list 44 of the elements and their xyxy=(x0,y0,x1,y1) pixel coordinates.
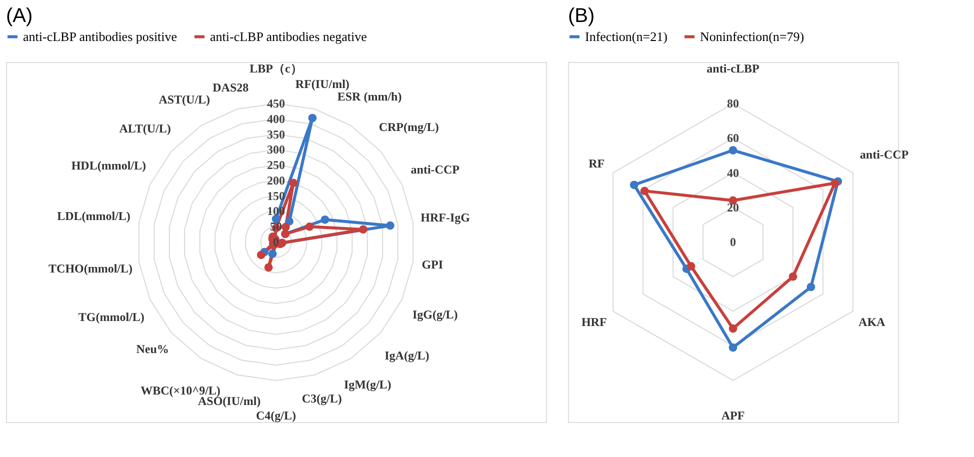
spoke-label: DAS28 xyxy=(212,80,249,95)
legend-label: Infection(n=21) xyxy=(585,28,668,44)
spoke-label: GPI xyxy=(422,257,444,272)
y-tick-label: 300 xyxy=(267,142,285,157)
y-tick-label: 200 xyxy=(267,173,285,188)
spoke-label: IgA(g/L) xyxy=(384,348,430,362)
spoke-label: IgG(g/L) xyxy=(412,308,458,322)
spoke-label: HRF-IgG xyxy=(420,210,470,225)
spoke-label: HRF xyxy=(581,315,607,330)
chart-title: (B) xyxy=(568,5,595,27)
spoke-label: ALT(U/L) xyxy=(119,122,171,136)
spoke-label: CRP(mg/L) xyxy=(378,120,439,134)
spoke-label: C3(g/L) xyxy=(302,391,342,406)
y-tick-label: 40 xyxy=(727,166,739,180)
y-tick-label: 60 xyxy=(727,131,739,146)
spoke-label: C4(g/L) xyxy=(256,408,296,422)
spoke-label: LDL(mmol/L) xyxy=(57,208,130,223)
spoke-label: IgM(g/L) xyxy=(344,378,392,392)
spoke-label: APF xyxy=(721,408,745,422)
spoke-label: LBP（c） xyxy=(250,62,302,76)
spoke-label: Neu% xyxy=(136,342,169,356)
y-tick-label: 250 xyxy=(267,158,285,172)
y-tick-label: 0 xyxy=(273,235,279,249)
spoke-label: TG(mmol/L) xyxy=(78,310,144,324)
legend-label: anti-cLBP antibodies negative xyxy=(210,28,368,44)
spoke-label: RF(IU/ml) xyxy=(295,76,350,91)
y-tick-label: 20 xyxy=(727,200,739,214)
y-tick-label: 400 xyxy=(267,112,285,126)
spoke-label: anti-CCP xyxy=(860,148,909,162)
spoke-label: AKA xyxy=(858,315,886,330)
spoke-label: AST(U/L) xyxy=(158,92,210,106)
spoke-label: anti-cLBP xyxy=(706,62,760,76)
legend-label: anti-cLBP antibodies positive xyxy=(23,28,178,44)
spoke-label: ESR (mm/h) xyxy=(337,89,402,104)
chart-title: (A) xyxy=(6,5,33,27)
y-tick-label: 450 xyxy=(267,96,285,111)
legend-label: Noninfection(n=79) xyxy=(700,28,804,44)
spoke-label: TCHO(mmol/L) xyxy=(48,262,133,276)
y-tick-label: 350 xyxy=(267,127,285,142)
spoke-label: anti-CCP xyxy=(410,162,460,176)
y-tick-label: 80 xyxy=(727,96,739,111)
y-tick-label: 0 xyxy=(730,235,736,249)
spoke-label: HDL(mmol/L) xyxy=(71,158,146,173)
spoke-label: RF xyxy=(588,156,605,170)
